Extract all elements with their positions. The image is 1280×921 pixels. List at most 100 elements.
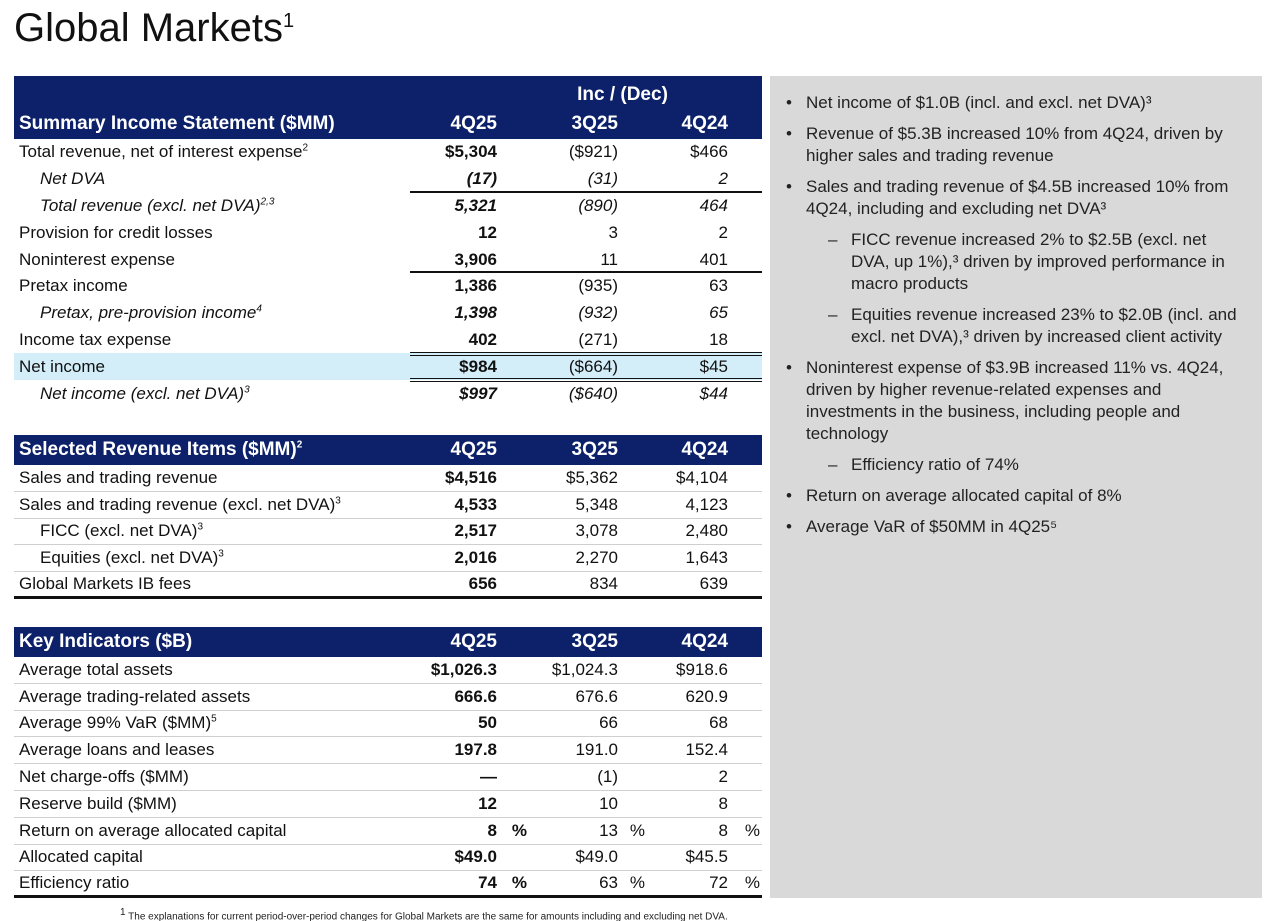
table-row: Sales and trading revenue $4,516 $5,362 $4,… <box>14 465 762 492</box>
header-row: Selected Revenue Items ($MM)2 4Q25 3Q25 … <box>14 435 762 465</box>
value: 191.0 <box>575 740 618 760</box>
value-cell: 2,016 <box>410 548 505 568</box>
value: 63 <box>599 873 618 893</box>
title-text: Selected Revenue Items ($MM) <box>19 439 297 460</box>
value-cell: 834 <box>505 574 625 594</box>
table-row: Equities (excl. net DVA)3 2,016 2,270 1,643 <box>14 545 762 573</box>
col-header: 4Q24 <box>681 631 728 652</box>
value: 656 <box>468 574 497 594</box>
value: (17) <box>466 169 497 189</box>
value: 12 <box>478 793 497 813</box>
value-cell: $4,104 <box>625 468 740 488</box>
value-cell: 666.6 <box>410 687 505 707</box>
footnote-ref: 2 <box>296 439 303 451</box>
table-row: FICC (excl. net DVA)3 2,517 3,078 2,480 <box>14 519 762 546</box>
label-text: Sales and trading revenue <box>19 467 218 487</box>
value-cell: 3 <box>505 223 625 243</box>
value: 402 <box>468 329 497 349</box>
value: $49.0 <box>454 847 497 867</box>
label-text: Net charge-offs ($MM) <box>19 767 189 787</box>
value-cell: $984 <box>410 357 505 377</box>
value: 13 <box>599 820 618 840</box>
row-label: Allocated capital <box>14 847 410 867</box>
percent-sign: % <box>744 873 760 893</box>
value-cell: $49.0 <box>410 847 505 867</box>
value-cell: 1,643 <box>625 548 740 568</box>
table-row: Average loans and leases 197.8 191.0 152.4 <box>14 737 762 765</box>
row-label: Net DVA <box>14 169 410 189</box>
value-cell: 402 <box>410 330 505 350</box>
table-row: Global Markets IB fees 656 834 639 <box>14 572 762 599</box>
value-cell: ($921) <box>505 142 625 162</box>
value-cell: 5,321 <box>410 196 505 216</box>
title-text: Global Markets <box>14 6 283 50</box>
inc-dec-header: Inc / (Dec) <box>577 83 668 105</box>
row-label: Net income <box>14 357 410 377</box>
bullet-item: FICC revenue increased 2% to $2.5B (excl… <box>784 229 1242 295</box>
bullet-item: Return on average allocated capital of 8… <box>784 485 1242 507</box>
value-cell: 65 <box>625 303 740 323</box>
footnote-ref: 5 <box>211 713 217 725</box>
bullet-item: Equities revenue increased 23% to $2.0B … <box>784 304 1242 348</box>
table-row: Average 99% VaR ($MM)5 50 66 68 <box>14 711 762 738</box>
table-row: Average total assets $1,026.3 $1,024.3 $918… <box>14 657 762 684</box>
col-header: 3Q25 <box>571 439 618 460</box>
value: 63 <box>709 276 728 296</box>
row-label: Net charge-offs ($MM) <box>14 767 410 787</box>
footnote-ref: 2 <box>302 142 309 154</box>
table-row: Sales and trading revenue (excl. net DVA… <box>14 492 762 519</box>
value: (890) <box>578 195 618 215</box>
value: 8 <box>718 793 728 813</box>
value: $466 <box>690 142 728 162</box>
bullet-item: Revenue of $5.3B increased 10% from 4Q24… <box>784 123 1242 167</box>
value: 68 <box>709 713 728 733</box>
percent-sign: % <box>511 820 527 840</box>
label-text: FICC (excl. net DVA) <box>40 521 198 541</box>
value: (932) <box>578 303 618 323</box>
value: 50 <box>478 713 497 733</box>
footnote-ref: 4 <box>256 303 262 315</box>
value-cell: (890) <box>505 196 625 216</box>
row-label: Provision for credit losses <box>14 223 410 243</box>
value: (31) <box>587 169 618 189</box>
value-cell: 676.6 <box>505 687 625 707</box>
label-text: Provision for credit losses <box>19 222 213 242</box>
commentary-panel: Net income of $1.0B (incl. and excl. net… <box>770 76 1262 898</box>
label-text: Pretax income <box>19 276 128 296</box>
table-row: Noninterest expense 3,906 11 401 <box>14 246 762 273</box>
value: — <box>480 767 497 787</box>
value: 666.6 <box>454 686 497 706</box>
value: 3 <box>608 222 618 242</box>
value-cell: (932) <box>505 303 625 323</box>
label-text: Efficiency ratio <box>19 873 130 893</box>
value-cell: 10 <box>505 794 625 814</box>
value-cell: $4,516 <box>410 468 505 488</box>
value-cell: $466 <box>625 142 740 162</box>
row-label: FICC (excl. net DVA)3 <box>14 521 410 541</box>
value-cell: $49.0 <box>505 847 625 867</box>
value-cell: 152.4 <box>625 740 740 760</box>
value: 2 <box>718 767 728 787</box>
row-label: Global Markets IB fees <box>14 574 410 594</box>
bullet-item: Efficiency ratio of 74% <box>784 454 1242 476</box>
value-cell: 74% <box>410 873 527 893</box>
value-cell: 2,517 <box>410 521 505 541</box>
value: 8 <box>718 820 728 840</box>
value-cell: $918.6 <box>625 660 740 680</box>
value-cell: 8 <box>625 794 740 814</box>
table-row: Net DVA (17) (31) 2 <box>14 166 762 193</box>
row-label: Total revenue, net of interest expense2 <box>14 142 410 162</box>
label-text: Net income (excl. net DVA) <box>40 383 245 403</box>
value: $997 <box>459 383 497 403</box>
row-label: Average trading-related assets <box>14 687 410 707</box>
value-cell: (935) <box>505 276 625 296</box>
table-row: Average trading-related assets 666.6 676.6… <box>14 684 762 711</box>
percent-sign: % <box>629 820 645 840</box>
value: 2,270 <box>575 548 618 568</box>
key-indicators-table: Key Indicators ($B) 4Q25 3Q25 4Q24 Avera… <box>14 627 762 899</box>
table-row: Net income $984 ($664) $45 <box>14 352 762 382</box>
value-cell: 2,480 <box>625 521 740 541</box>
table-row: Reserve build ($MM) 12 10 8 <box>14 791 762 818</box>
value-cell: (271) <box>505 330 625 350</box>
